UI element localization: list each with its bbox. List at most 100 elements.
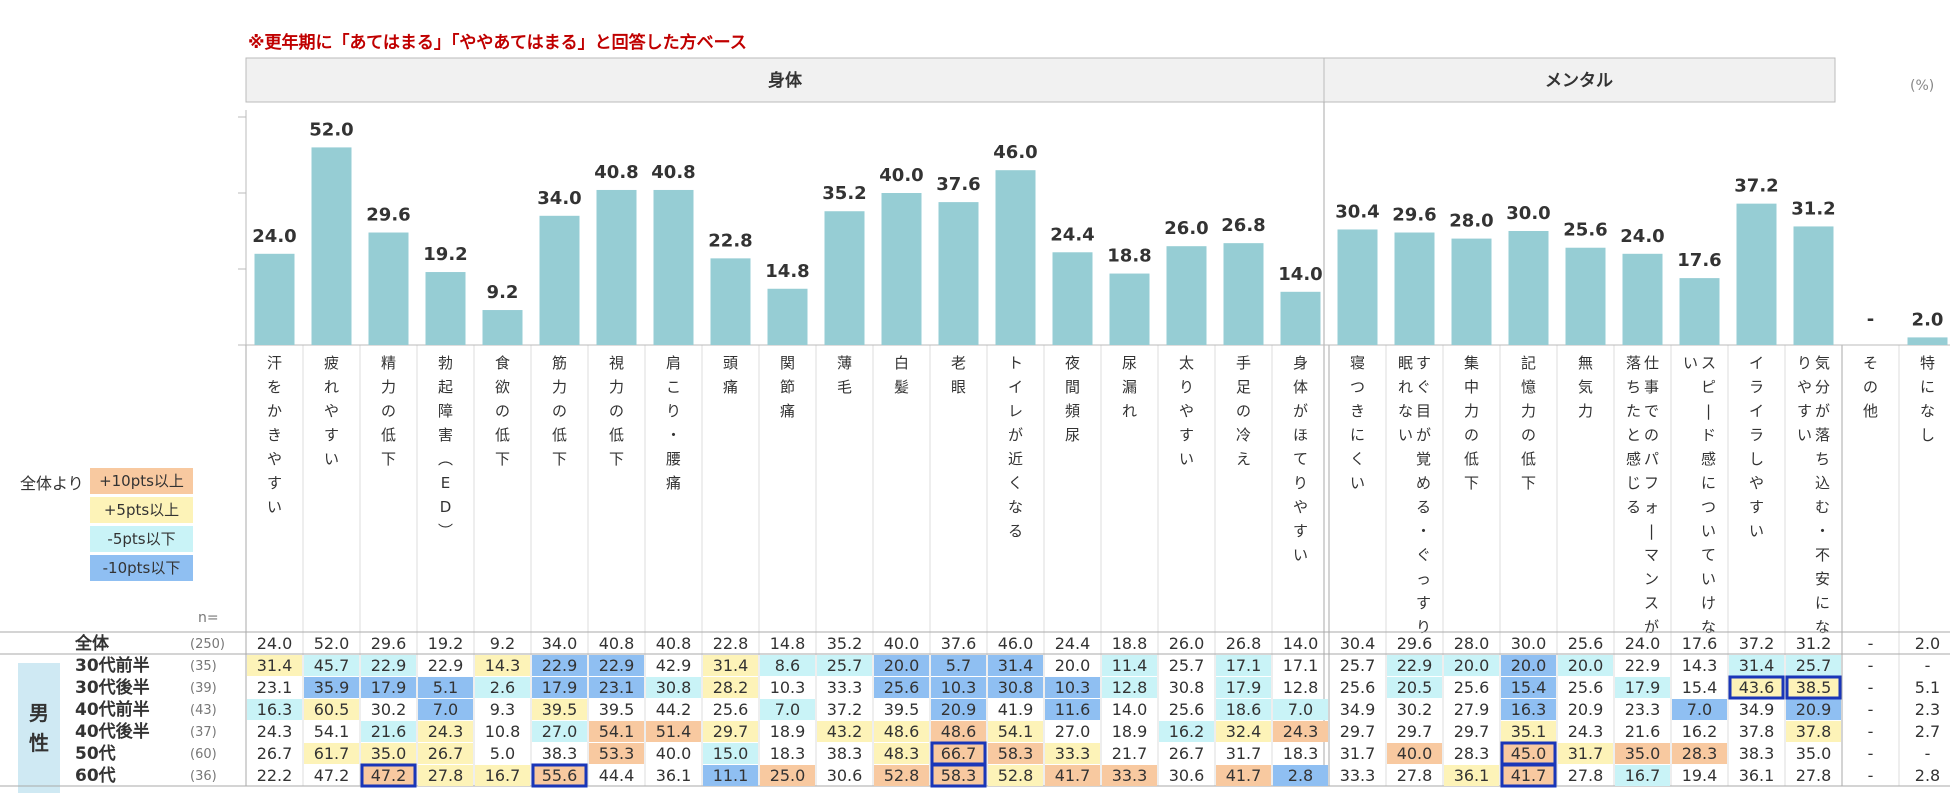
- table-cell: 33.3: [1112, 766, 1148, 785]
- table-cell: 22.9: [371, 656, 407, 675]
- table-cell: 34.0: [542, 634, 578, 653]
- table-cell: 31.7: [1340, 744, 1376, 763]
- category-label-char: 落: [1626, 354, 1641, 372]
- bar-value-label: 46.0: [993, 142, 1037, 163]
- table-cell: 21.6: [1625, 722, 1661, 741]
- table-cell: 29.6: [371, 634, 407, 653]
- table-cell-fill: [1672, 743, 1727, 764]
- bar-value-label: 24.0: [1620, 226, 1664, 247]
- table-cell: 25.7: [1796, 656, 1832, 675]
- table-cell: 29.6: [1397, 634, 1433, 653]
- category-label-char: 下: [609, 450, 624, 468]
- bar-value-label: 52.0: [309, 119, 353, 140]
- table-cell: 20.0: [1454, 656, 1490, 675]
- table-cell-fill: [1216, 677, 1271, 698]
- table-cell-fill: [1501, 721, 1556, 742]
- table-cell: 22.8: [713, 634, 749, 653]
- bar: [368, 232, 409, 345]
- table-cell: 31.7: [1568, 744, 1604, 763]
- category-label-char: 頭: [723, 354, 738, 372]
- category-label-char: け: [1701, 594, 1716, 612]
- table-cell-fill: [1102, 655, 1157, 676]
- table-cell: 31.7: [1226, 744, 1262, 763]
- bar: [596, 189, 637, 345]
- table-cell-fill: [1159, 721, 1214, 742]
- category-label-char: 勃: [438, 354, 453, 372]
- category-label-char: や: [324, 402, 339, 420]
- table-cell: 10.3: [770, 678, 806, 697]
- category-label-char: 足: [1236, 378, 1251, 396]
- bar-value-label: 37.2: [1734, 176, 1778, 197]
- category-label-char: の: [552, 402, 567, 420]
- table-cell-fill: [703, 743, 758, 764]
- bar: [539, 215, 580, 345]
- category-label-char: 寝: [1350, 354, 1365, 372]
- table-cell-fill: [988, 677, 1043, 698]
- category-label-char: く: [1350, 450, 1365, 468]
- highlight-box: [360, 763, 417, 788]
- category-label-char: 他: [1863, 402, 1878, 420]
- table-cell-fill: [646, 677, 701, 698]
- table-cell: 29.7: [713, 722, 749, 741]
- table-cell-fill: [1045, 699, 1100, 720]
- table-cell: 27.8: [1397, 766, 1433, 785]
- table-cell-fill: [703, 677, 758, 698]
- table-cell: 30.2: [1397, 700, 1433, 719]
- category-label-char: い: [1398, 426, 1413, 444]
- category-label-char: る: [1416, 498, 1431, 516]
- category-label-char: 毛: [837, 378, 852, 396]
- table-cell: 11.1: [713, 766, 749, 785]
- table-cell: 22.9: [1397, 656, 1433, 675]
- table-cell: 25.6: [1169, 700, 1205, 719]
- table-row-n: (60): [190, 747, 217, 762]
- category-label-char: い: [1179, 450, 1194, 468]
- table-cell: 37.8: [1796, 722, 1832, 741]
- table-cell: 37.6: [941, 634, 977, 653]
- table-cell: 25.7: [1169, 656, 1205, 675]
- table-cell: 29.7: [1454, 722, 1490, 741]
- table-cell: 60.5: [314, 700, 350, 719]
- category-label-char: や: [1797, 378, 1812, 396]
- group-header-mental: [1323, 57, 1836, 103]
- table-cell: 30.6: [827, 766, 863, 785]
- table-cell: 11.6: [1055, 700, 1091, 719]
- category-label-char: と: [1626, 426, 1641, 444]
- category-label-char: に: [1350, 426, 1365, 444]
- table-cell: 38.3: [1739, 744, 1775, 763]
- table-cell: 19.4: [1682, 766, 1718, 785]
- table-cell-fill: [1501, 765, 1556, 786]
- table-cell: 40.0: [1397, 744, 1433, 763]
- category-label-char: 体: [1293, 378, 1308, 396]
- bar: [1451, 238, 1492, 345]
- table-cell: 24.3: [1568, 722, 1604, 741]
- table-cell-fill: [532, 677, 587, 698]
- bar-value-label: 17.6: [1677, 250, 1721, 271]
- table-cell: 33.3: [1340, 766, 1376, 785]
- category-label-char: 起: [438, 378, 453, 396]
- table-cell: 25.6: [1454, 678, 1490, 697]
- table-cell-fill: [1786, 699, 1841, 720]
- table-cell-fill: [1216, 655, 1271, 676]
- table-cell: 35.0: [1625, 744, 1661, 763]
- table-cell-fill: [1672, 699, 1727, 720]
- table-cell: 25.7: [827, 656, 863, 675]
- table-cell-fill: [475, 765, 530, 786]
- category-label-char: 痛: [666, 474, 681, 492]
- category-label-char: マ: [1644, 546, 1659, 564]
- table-cell: 38.3: [542, 744, 578, 763]
- category-label-char: つ: [1701, 498, 1716, 516]
- table-cell-fill: [874, 765, 929, 786]
- category-label-char: ぐ: [1416, 546, 1431, 564]
- bar: [653, 189, 694, 345]
- table-cell: 26.7: [428, 744, 464, 763]
- table-cell: 21.7: [1112, 744, 1148, 763]
- table-cell: 37.2: [827, 700, 863, 719]
- table-cell-fill: [589, 721, 644, 742]
- table-cell: 37.8: [1739, 722, 1775, 741]
- table-cell-fill: [874, 655, 929, 676]
- category-label-char: 尿: [1122, 354, 1137, 372]
- table-cell: 28.0: [1454, 634, 1490, 653]
- unit-label: (%): [1910, 78, 1935, 94]
- category-label-char: ラ: [1749, 378, 1764, 396]
- table-cell: 5.0: [490, 744, 515, 763]
